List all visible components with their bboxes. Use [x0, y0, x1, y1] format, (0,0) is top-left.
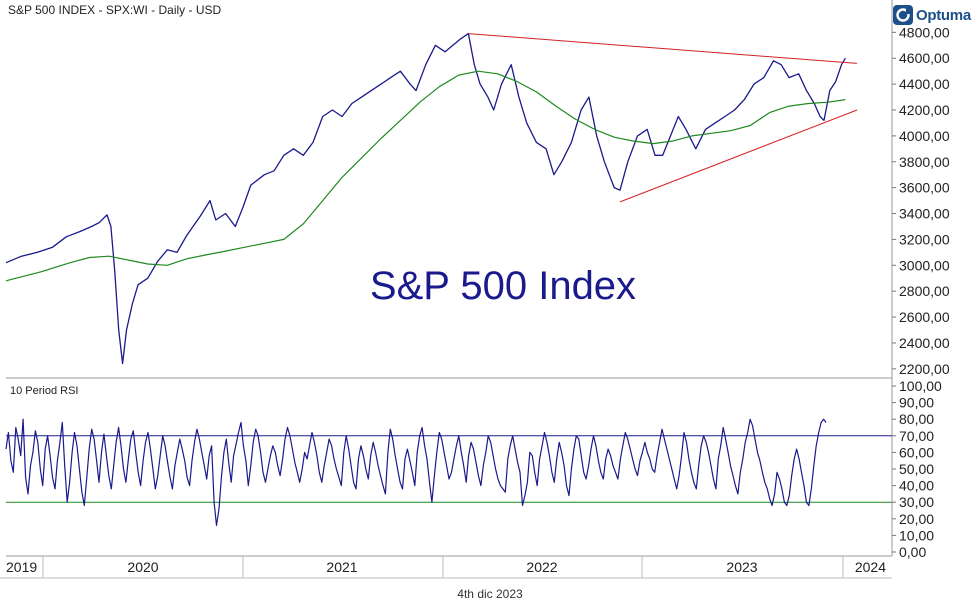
price-axis-tick-label: 4200,00: [899, 102, 950, 118]
rsi-axis-tick-label: 40,00: [899, 478, 934, 494]
rsi-line: [5, 418, 827, 526]
brand-logo: Optuma: [893, 4, 977, 26]
price-axis-tick-label: 3000,00: [899, 257, 950, 273]
time-axis: 2019 2020 2021 2022 2023 2024: [6, 556, 886, 578]
rsi-axis-tick-label: 80,00: [899, 411, 934, 427]
brand-name: Optuma: [916, 6, 971, 24]
rsi-axis-tick-label: 50,00: [899, 461, 934, 477]
rsi-axis-tick-label: 90,00: [899, 395, 934, 411]
price-axis-tick-label: 3400,00: [899, 206, 950, 222]
year-label: 2019: [6, 559, 37, 575]
price-axis-tick-label: 4400,00: [899, 76, 950, 92]
rsi-axis-tick-label: 70,00: [899, 428, 934, 444]
footer-date: 4th dic 2023: [457, 587, 523, 601]
price-axis-tick-label: 2400,00: [899, 335, 950, 351]
year-label: 2021: [326, 559, 357, 575]
rsi-axis-tick-label: 20,00: [899, 511, 934, 527]
price-axis-tick-label: 3600,00: [899, 180, 950, 196]
year-label: 2023: [726, 559, 757, 575]
price-axis-tick-label: 4800,00: [899, 24, 950, 40]
moving-average-line: [5, 70, 846, 282]
price-line: [5, 32, 846, 365]
rsi-axis-tick-label: 60,00: [899, 444, 934, 460]
rsi-axis-tick-label: 10,00: [899, 527, 934, 543]
price-axis-tick-label: 4000,00: [899, 128, 950, 144]
upper-trendline-line: [468, 33, 858, 64]
rsi-axis-tick-label: 0,00: [899, 544, 926, 560]
rsi-axis-tick-label: 30,00: [899, 494, 934, 510]
price-axis-tick-label: 3800,00: [899, 154, 950, 170]
rsi-pane-title: 10 Period RSI: [10, 385, 78, 397]
chart-title: S&P 500 INDEX - SPX:WI - Daily - USD: [8, 3, 221, 17]
price-pane: 2200,00 2400,00 2600,00 2800,00 3000,00 3200,…: [5, 24, 950, 377]
year-label: 2024: [855, 559, 886, 575]
year-label: 2022: [526, 559, 557, 575]
chart-annotation: S&P 500 Index: [370, 264, 636, 308]
lower-trendline-line: [619, 109, 858, 203]
year-label: 2020: [127, 559, 158, 575]
rsi-axis-tick-label: 100,00: [899, 378, 942, 394]
price-axis-tick-label: 2200,00: [899, 361, 950, 377]
optuma-logo-icon: [893, 5, 913, 25]
price-axis-tick-label: 4600,00: [899, 50, 950, 66]
price-axis-tick-label: 2800,00: [899, 283, 950, 299]
rsi-pane: 0,0010,0020,0030,0040,0050,0060,0070,008…: [5, 378, 942, 560]
price-axis-tick-label: 3200,00: [899, 231, 950, 247]
price-axis-tick-label: 2600,00: [899, 309, 950, 325]
